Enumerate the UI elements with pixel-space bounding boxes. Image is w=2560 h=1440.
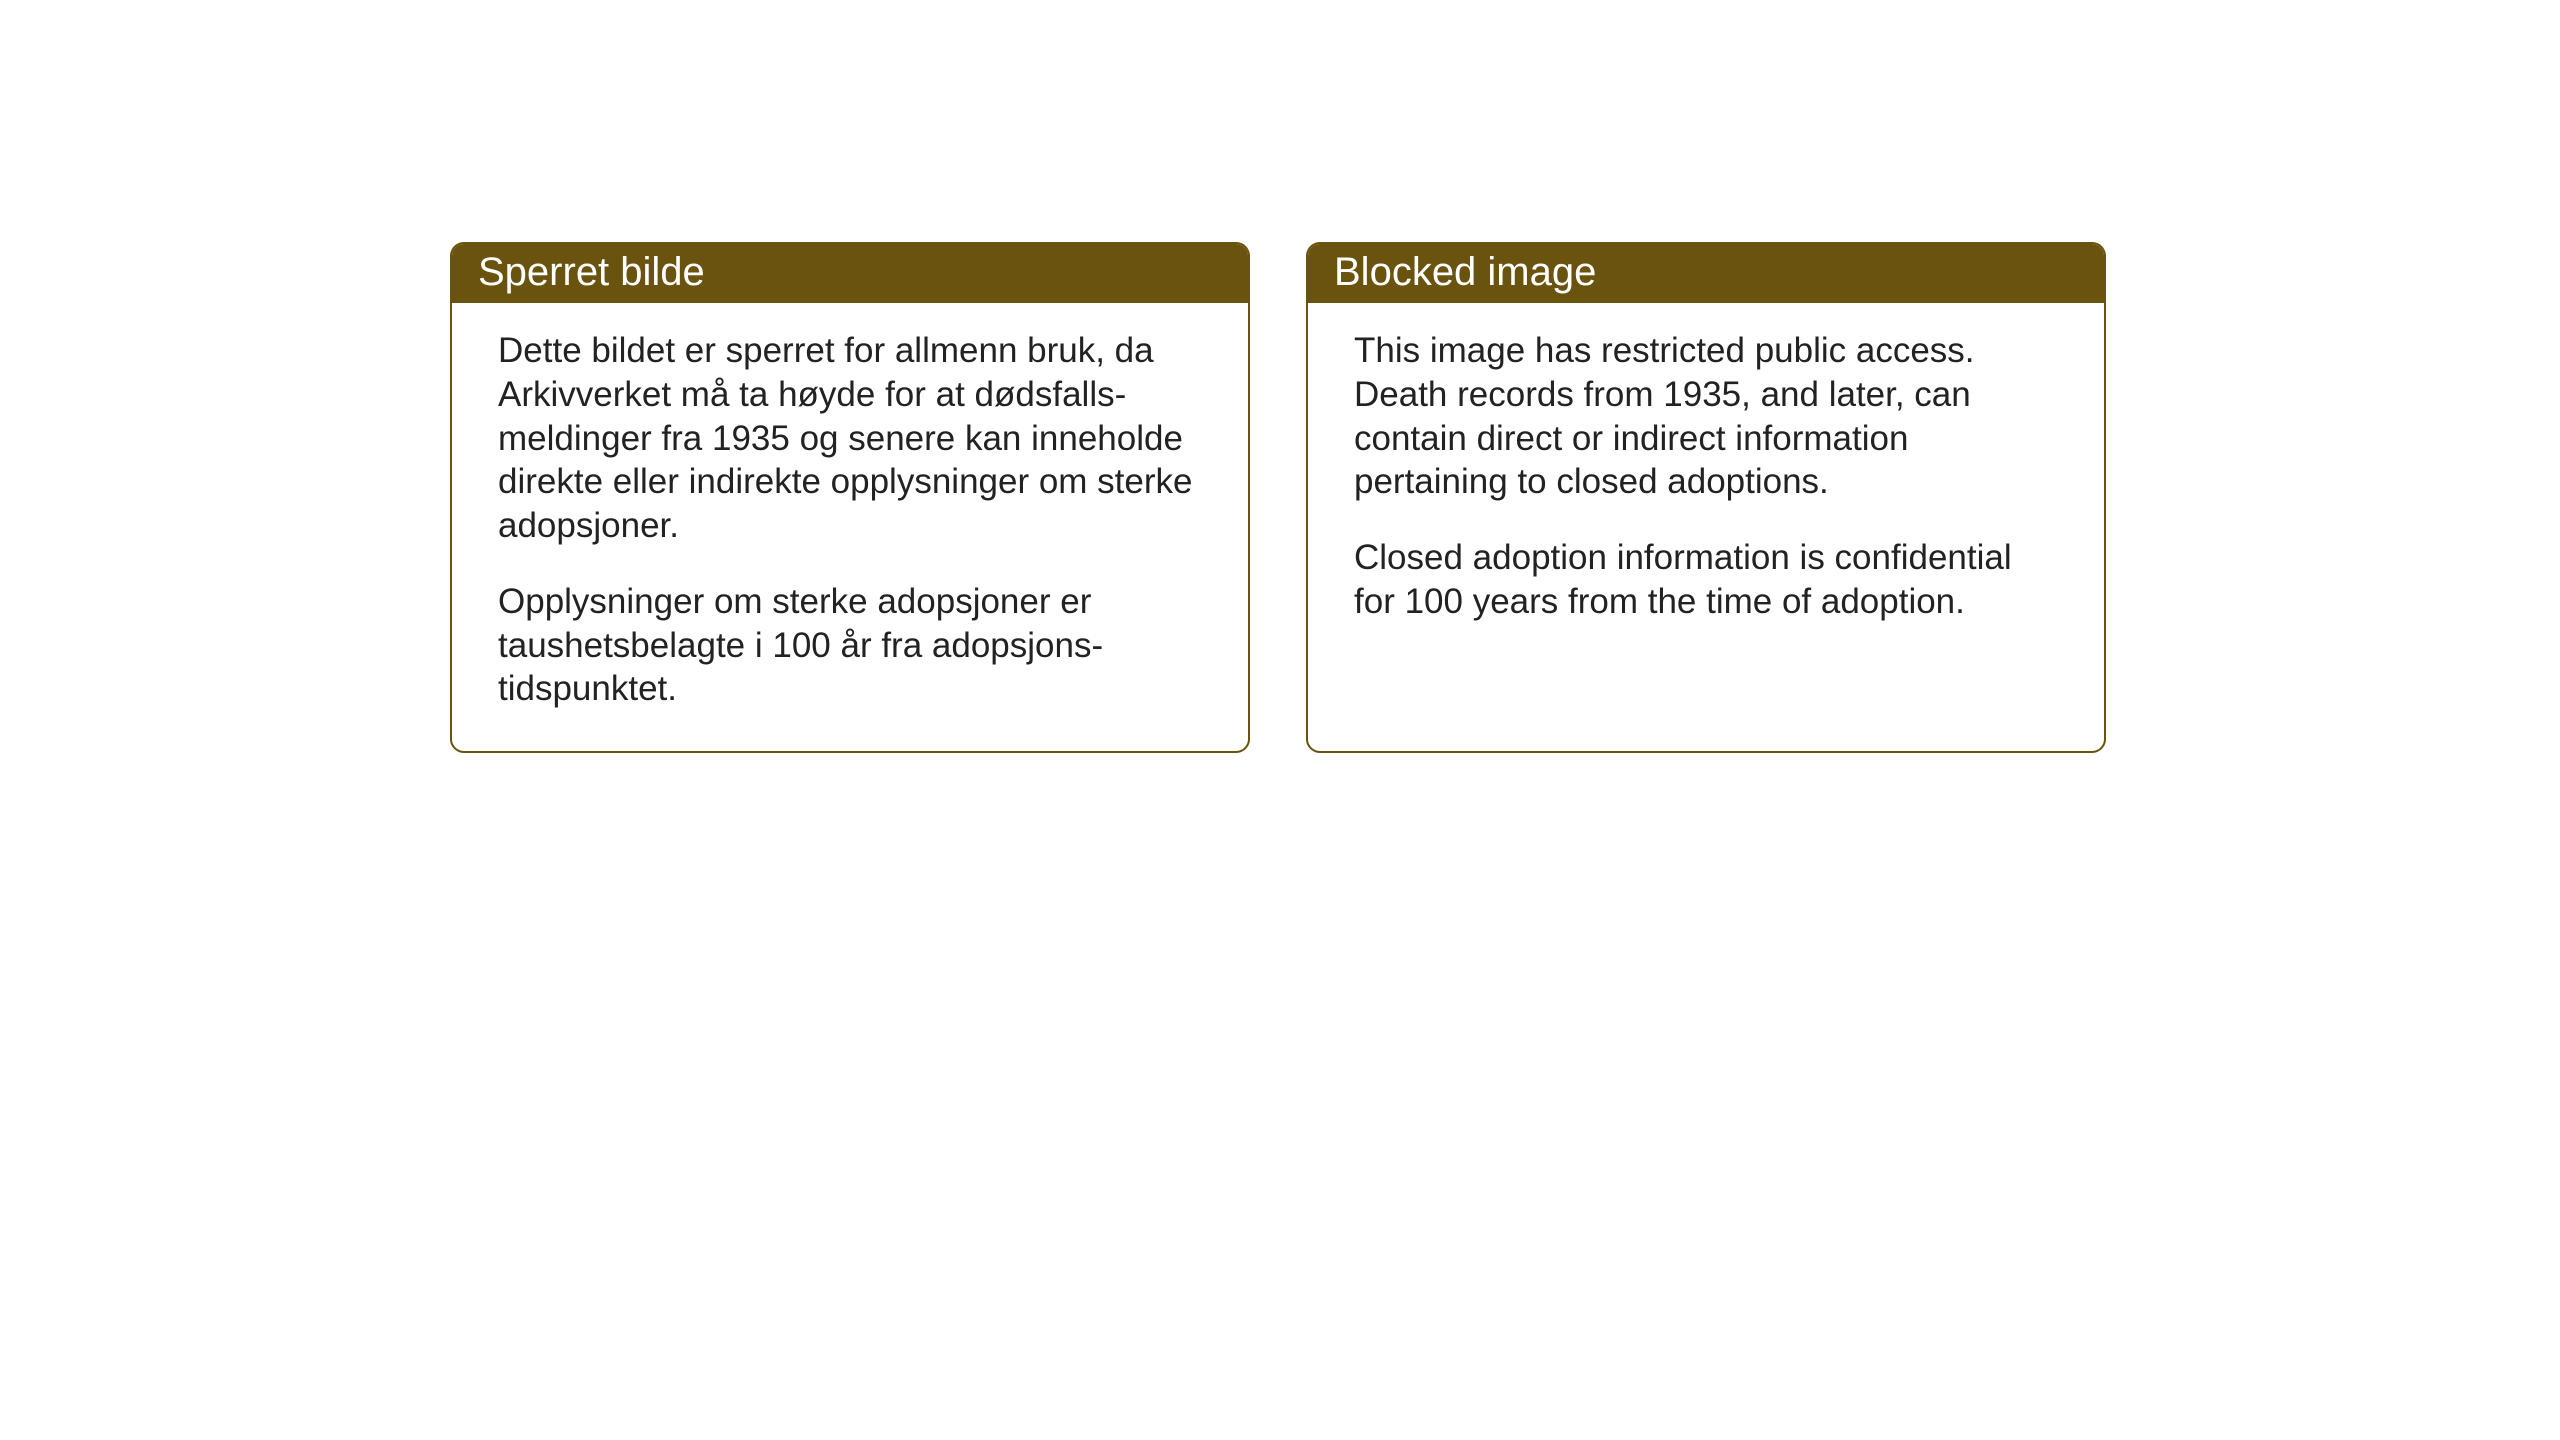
norwegian-card-header: Sperret bilde [452,244,1248,303]
english-card-title: Blocked image [1334,250,1596,294]
english-notice-card: Blocked image This image has restricted … [1306,242,2106,753]
norwegian-card-body: Dette bildet er sperret for allmenn bruk… [452,303,1248,751]
notice-cards-container: Sperret bilde Dette bildet er sperret fo… [450,242,2106,753]
norwegian-paragraph-1: Dette bildet er sperret for allmenn bruk… [498,329,1202,548]
english-paragraph-2: Closed adoption information is confident… [1354,536,2058,624]
norwegian-card-title: Sperret bilde [478,250,705,294]
norwegian-notice-card: Sperret bilde Dette bildet er sperret fo… [450,242,1250,753]
english-card-body: This image has restricted public access.… [1308,303,2104,713]
norwegian-paragraph-2: Opplysninger om sterke adopsjoner er tau… [498,580,1202,711]
english-card-header: Blocked image [1308,244,2104,303]
english-paragraph-1: This image has restricted public access.… [1354,329,2058,504]
